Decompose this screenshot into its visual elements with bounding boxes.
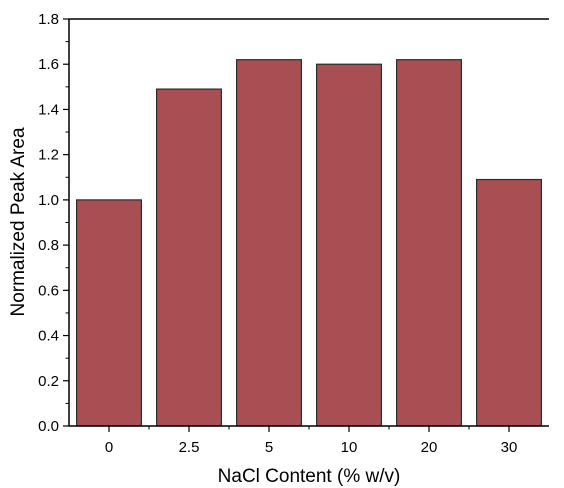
y-tick-label: 1.6	[38, 56, 59, 73]
x-axis-title: NaCl Content (% w/v)	[218, 466, 401, 487]
bars-group	[75, 59, 543, 427]
y-tick-label: 0.8	[38, 237, 59, 254]
y-tick-label: 0.4	[38, 328, 59, 345]
y-tick-label: 0.0	[38, 418, 59, 435]
y-tick-label: 1.4	[38, 101, 59, 118]
x-tick-label: 20	[421, 439, 438, 456]
bar-20	[396, 59, 463, 427]
y-tick-label: 0.6	[38, 282, 59, 299]
x-tick-label: 0	[105, 439, 113, 456]
x-tick-label: 5	[265, 439, 273, 456]
y-tick-label: 1.8	[38, 11, 59, 28]
y-axis-title: Normalized Peak Area	[8, 127, 29, 316]
bar-2.5	[156, 88, 223, 427]
y-tick-label: 0.2	[38, 373, 59, 390]
bar-5	[236, 59, 303, 427]
y-ticks-group: 0.0 0.2 0.4 0.6 0.8 1.0 1.2 1.4 1.6 1.8	[38, 11, 69, 435]
y-tick-label: 1.2	[38, 147, 59, 164]
bar-0	[75, 199, 143, 427]
y-tick-label: 1.0	[38, 192, 59, 209]
x-tick-label: 2.5	[179, 439, 200, 456]
x-tick-label: 30	[501, 439, 518, 456]
bar-30	[476, 178, 543, 427]
x-tick-label: 10	[341, 439, 358, 456]
bar-10	[316, 63, 383, 427]
x-ticks-group: 0 2.5 5 10 20 30	[105, 426, 518, 456]
